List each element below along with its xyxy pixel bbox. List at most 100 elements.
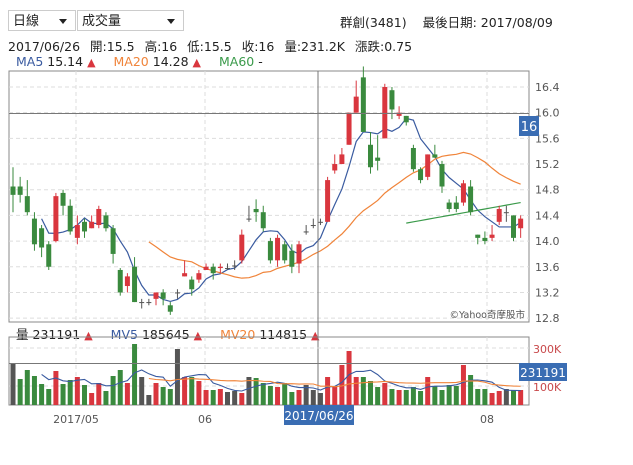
volume-bar bbox=[174, 349, 180, 405]
candle bbox=[117, 269, 123, 293]
volume-bar bbox=[353, 377, 359, 405]
volume-bar bbox=[74, 377, 80, 405]
price-tick: 16.0 bbox=[535, 107, 560, 120]
candle bbox=[332, 164, 338, 171]
candle bbox=[289, 250, 295, 267]
volume-bar bbox=[289, 392, 295, 405]
candle bbox=[382, 87, 388, 139]
volume-bar bbox=[418, 391, 424, 405]
candle bbox=[353, 96, 359, 113]
ohlc-change: 漲跌:0.75 bbox=[355, 39, 413, 54]
volume-bar bbox=[110, 376, 116, 405]
candle bbox=[368, 144, 373, 168]
candle bbox=[39, 228, 45, 248]
volume-bar bbox=[496, 391, 502, 405]
candle bbox=[325, 180, 331, 222]
volume-tick-100k: 100K bbox=[533, 381, 562, 394]
price-tick: 14.0 bbox=[535, 235, 560, 248]
candle bbox=[17, 186, 23, 195]
candle bbox=[282, 244, 288, 261]
volume-bar bbox=[303, 385, 309, 405]
volume-bar bbox=[489, 393, 495, 405]
price-tick: 14.4 bbox=[535, 209, 560, 222]
candle bbox=[24, 196, 30, 213]
indicator-select[interactable]: 成交量 bbox=[77, 10, 184, 31]
volume-bar bbox=[82, 385, 87, 405]
ohlc-info: 2017/06/26 開:15.5 高:16 低:15.5 收:16 量:231… bbox=[8, 36, 418, 55]
price-tick: 15.6 bbox=[535, 132, 560, 145]
candle bbox=[96, 208, 102, 226]
candle bbox=[103, 215, 109, 229]
candle bbox=[253, 208, 259, 213]
x-tick-06: 06 bbox=[198, 413, 212, 426]
candle bbox=[503, 212, 509, 214]
volume-bar bbox=[339, 365, 345, 405]
indicator-select-value: 成交量 bbox=[82, 14, 122, 29]
candle bbox=[460, 183, 466, 203]
candle bbox=[432, 154, 438, 158]
volume-bar bbox=[310, 390, 316, 405]
price-tick: 16.4 bbox=[535, 81, 560, 94]
candle bbox=[425, 154, 431, 177]
volume-bar bbox=[382, 383, 388, 405]
candle bbox=[174, 292, 180, 294]
volume-bar bbox=[482, 389, 488, 405]
date-crosshair-label: 2017/06/26 bbox=[284, 409, 353, 423]
candle bbox=[139, 302, 145, 304]
price-tick: 12.8 bbox=[535, 312, 560, 325]
stock-name: 群創(3481) bbox=[340, 15, 407, 30]
candlesticks bbox=[10, 66, 524, 315]
volume-bar bbox=[160, 387, 166, 405]
candle bbox=[346, 112, 352, 145]
volume-bar bbox=[439, 390, 445, 405]
legend-ma5: MA5 15.14 ▲ bbox=[16, 54, 96, 69]
volume-bar bbox=[203, 390, 209, 405]
volume-tick-300k: 300K bbox=[533, 343, 562, 356]
candle bbox=[518, 218, 524, 229]
price-crosshair-label-bg bbox=[519, 116, 539, 136]
volume-bar bbox=[446, 385, 452, 405]
volume-bar bbox=[17, 379, 23, 405]
volume-bar bbox=[210, 390, 216, 405]
volume-bar bbox=[89, 393, 95, 405]
candle bbox=[182, 273, 188, 277]
volume-bar bbox=[518, 390, 524, 405]
legend-mv5: MV5 185645 ▲ bbox=[110, 327, 203, 342]
candle bbox=[267, 241, 273, 261]
candle bbox=[403, 115, 409, 123]
candle bbox=[82, 221, 87, 232]
volume-crosshair-label: 231191 bbox=[520, 366, 566, 380]
volume-bar bbox=[96, 383, 102, 405]
volume-bar bbox=[453, 386, 459, 405]
volume-bar bbox=[296, 390, 302, 405]
volume-bar bbox=[360, 377, 366, 405]
volume-legend: 量 231191 ▲ MV5 185645 ▲ MV20 114815 ▲ bbox=[16, 324, 334, 343]
date-crosshair-label-bg bbox=[284, 405, 354, 425]
volume-bar bbox=[182, 377, 188, 405]
ohlc-close: 收:16 bbox=[241, 39, 275, 54]
candle bbox=[67, 205, 73, 232]
candle bbox=[389, 90, 395, 110]
volume-bar bbox=[375, 387, 381, 405]
ohlc-volume: 量:231.2K bbox=[284, 39, 346, 54]
up-arrow-icon: ▲ bbox=[192, 56, 201, 69]
volume-bar bbox=[403, 390, 409, 405]
volume-bar bbox=[132, 344, 138, 405]
up-arrow-icon: ▲ bbox=[193, 329, 203, 342]
period-select[interactable]: 日線 bbox=[8, 10, 76, 31]
legend-ma60: MA60 - bbox=[218, 54, 263, 69]
volume-bar bbox=[217, 389, 223, 405]
x-tick-2017-05: 2017/05 bbox=[53, 413, 99, 426]
candle bbox=[53, 196, 59, 242]
x-tick-08: 08 bbox=[480, 413, 494, 426]
volume-bar bbox=[167, 389, 173, 405]
volume-average-lines bbox=[41, 369, 521, 392]
candle bbox=[10, 186, 16, 195]
candle bbox=[124, 276, 130, 287]
volume-bar bbox=[475, 389, 481, 405]
candle bbox=[496, 208, 502, 222]
candle bbox=[153, 292, 159, 299]
volume-bar bbox=[60, 384, 66, 405]
candle bbox=[232, 265, 238, 267]
